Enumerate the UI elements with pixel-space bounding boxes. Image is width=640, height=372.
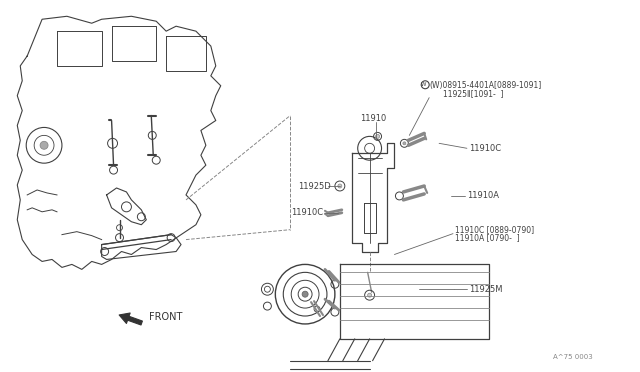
Text: 11925M: 11925M <box>469 285 502 294</box>
Circle shape <box>367 293 372 297</box>
Text: 11910C: 11910C <box>291 208 323 217</box>
Circle shape <box>40 141 48 149</box>
Circle shape <box>376 134 380 138</box>
Text: W: W <box>420 82 426 87</box>
Circle shape <box>338 184 342 188</box>
Text: (W)08915-4401A[0889-1091]: (W)08915-4401A[0889-1091] <box>429 81 541 90</box>
FancyArrowPatch shape <box>119 313 143 325</box>
Text: 11925Ⅱ[1091-  ]: 11925Ⅱ[1091- ] <box>443 89 504 98</box>
Text: 11910C: 11910C <box>469 144 501 153</box>
Text: 11910A: 11910A <box>467 192 499 201</box>
Circle shape <box>302 291 308 297</box>
Text: 11910C [0889-0790]: 11910C [0889-0790] <box>455 225 534 234</box>
Text: A^75 0003: A^75 0003 <box>553 354 593 360</box>
Text: 11910A [0790-  ]: 11910A [0790- ] <box>455 233 520 242</box>
Text: 11910: 11910 <box>360 114 386 123</box>
Text: FRONT: FRONT <box>149 312 182 322</box>
Text: 11925D: 11925D <box>298 182 331 190</box>
Circle shape <box>403 142 406 145</box>
